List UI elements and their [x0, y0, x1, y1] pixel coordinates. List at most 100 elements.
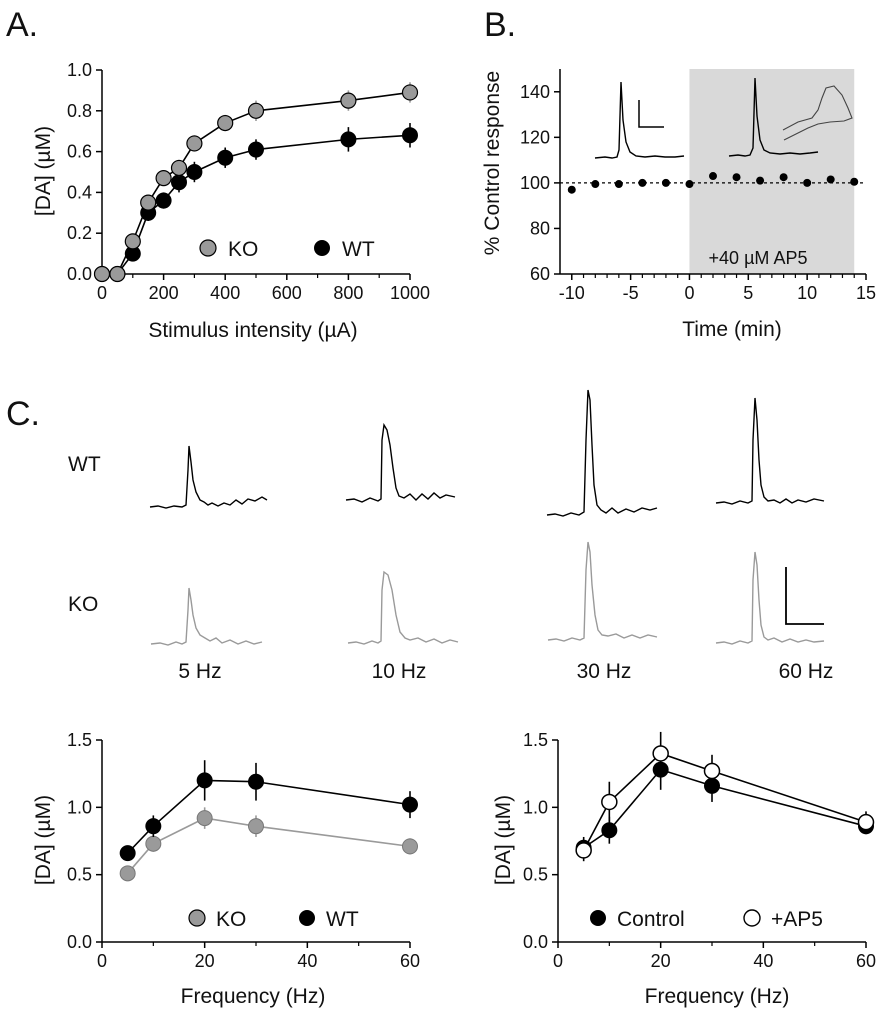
- legend-ap5-label: +AP5: [771, 908, 823, 931]
- series-time-point: [850, 177, 859, 186]
- chart-c-left: 0 20 40 60 0.0 0.5 1.0 1.5 Frequency (Hz) [DA] …: [32, 730, 420, 1008]
- chart-c-left-ytick-label: 0.0: [67, 932, 92, 952]
- series-wt-point: [402, 127, 418, 144]
- series-time-point: [638, 178, 647, 187]
- chart-c-right-ytick-label: 0.5: [523, 865, 548, 885]
- trace-wt-60hz: [715, 397, 825, 505]
- chart-b-xtick-label: 0: [684, 283, 694, 303]
- chart-a-ytick-label: 0.4: [67, 182, 92, 202]
- inset-cv-trace: [782, 85, 853, 141]
- series-control-point: [601, 822, 618, 839]
- series-ap5-point: [575, 842, 592, 859]
- trace-wt-5hz: [149, 445, 268, 509]
- series-ko-point: [401, 84, 419, 101]
- trace-ko-30hz: [547, 541, 658, 642]
- chart-c-right-xtick-label: 40: [753, 951, 773, 971]
- traces-panel: WT KO 5 Hz 10 Hz 30 Hz 60 Hz: [68, 389, 834, 683]
- series-ko-point: [93, 265, 111, 283]
- freq-label-5hz: 5 Hz: [178, 660, 221, 683]
- chart-c-right-ytick-label: 1.5: [523, 730, 548, 750]
- chart-b-xlabel: Time (min): [682, 318, 782, 341]
- chart-a-ytick-label: 1.0: [67, 60, 92, 80]
- series-time-point: [756, 176, 765, 185]
- chart-a-xtick-label: 200: [149, 283, 179, 303]
- series-ko-point: [247, 102, 265, 119]
- legend-ko-label: KO: [228, 238, 258, 261]
- series-ko-point: [402, 838, 418, 855]
- legend-control-marker: [590, 910, 606, 926]
- chart-a-ytick-label: 0.0: [67, 264, 92, 284]
- series-ko-point: [119, 865, 136, 882]
- series-ap5-line: [582, 752, 867, 851]
- legend-control-label: Control: [617, 908, 685, 931]
- series-time-point: [779, 173, 788, 182]
- trace-ko-5hz: [150, 587, 263, 646]
- chart-c-right-xtick-label: 0: [553, 951, 563, 971]
- row-label-ko: KO: [68, 593, 98, 616]
- series-ko-point: [186, 135, 203, 152]
- chart-c-left-xtick-label: 60: [400, 951, 420, 971]
- chart-b: -10 -5 0 5 10 15 60 80 100 120 140 +40 µM AP5 Time…: [481, 69, 876, 341]
- chart-a-ytick-label: 0.6: [67, 142, 92, 162]
- chart-a-ytick-label: 0.8: [67, 101, 92, 121]
- series-time-point: [826, 175, 835, 184]
- legend-wt-marker: [299, 910, 315, 926]
- legend-ko-marker: [199, 239, 217, 257]
- series-time-point: [732, 173, 741, 182]
- series-wt-point: [340, 131, 357, 148]
- chart-c-left-xtick-label: 0: [97, 951, 107, 971]
- series-wt-point: [145, 818, 162, 835]
- series-ko-point: [196, 810, 213, 827]
- series-wt-point: [186, 164, 203, 180]
- panel-c-letter: C.: [6, 395, 40, 433]
- row-label-wt: WT: [68, 453, 101, 476]
- series-wt-point: [217, 149, 234, 166]
- chart-b-ytick-label: 140: [520, 82, 550, 102]
- chart-a-xtick-label: 0: [97, 283, 107, 303]
- series-ko-line: [127, 817, 411, 874]
- chart-a-ytick-label: 0.2: [67, 223, 92, 243]
- legend-ap5-marker: [743, 909, 761, 927]
- series-time-point: [614, 180, 623, 189]
- series-wt-point: [171, 174, 187, 191]
- series-time-point: [709, 172, 717, 181]
- series-wt-line: [127, 779, 411, 854]
- chart-a-xlabel: Stimulus intensity (µA): [148, 319, 357, 342]
- chart-c-right-xtick-label: 60: [856, 951, 876, 971]
- chart-a: 0 200 400 600 800 1000 0.0 0.2 0.4 0.6 0.8 1.0 Stim…: [32, 60, 430, 342]
- inset-trace-control: [594, 81, 685, 159]
- series-wt-point: [155, 192, 172, 209]
- panel-a-letter: A.: [6, 6, 38, 44]
- legend-ko-label: KO: [216, 908, 246, 931]
- chart-b-xtick-label: 15: [856, 283, 876, 303]
- ap5-label: +40 µM AP5: [709, 248, 808, 268]
- series-ko-point: [155, 170, 172, 187]
- series-time-point: [591, 180, 600, 189]
- chart-a-legend: KO WT: [199, 238, 375, 261]
- series-ap5-point: [703, 762, 721, 780]
- panel-b-letter: B.: [484, 6, 516, 44]
- series-time-point: [661, 178, 670, 187]
- chart-b-ytick-label: 80: [530, 218, 550, 238]
- chart-c-left-legend: KO WT: [188, 908, 359, 931]
- chart-c-left-ytick-label: 1.0: [67, 797, 92, 817]
- series-time-point: [685, 180, 694, 189]
- chart-b-ytick-label: 60: [530, 264, 550, 284]
- series-ap5-point: [601, 793, 618, 811]
- series-wt-point: [196, 772, 213, 789]
- ap5-shaded-region: [689, 69, 855, 274]
- series-ko-point: [145, 835, 162, 852]
- chart-b-ylabel: % Control response: [481, 71, 504, 255]
- freq-label-60hz: 60 Hz: [779, 660, 834, 683]
- chart-c-right-xlabel: Frequency (Hz): [645, 985, 790, 1008]
- chart-b-xtick-label: 10: [797, 283, 817, 303]
- freq-label-30hz: 30 Hz: [577, 660, 632, 683]
- chart-b-xtick-label: -5: [623, 283, 639, 303]
- chart-b-xtick-label: 5: [743, 283, 753, 303]
- legend-wt-label: WT: [326, 908, 359, 931]
- chart-a-ylabel: [DA] (µM): [32, 126, 55, 216]
- chart-c-right-ytick-label: 1.0: [523, 797, 548, 817]
- chart-a-xtick-label: 1000: [390, 283, 430, 303]
- chart-c-right-ylabel: [DA] (µM): [492, 795, 515, 885]
